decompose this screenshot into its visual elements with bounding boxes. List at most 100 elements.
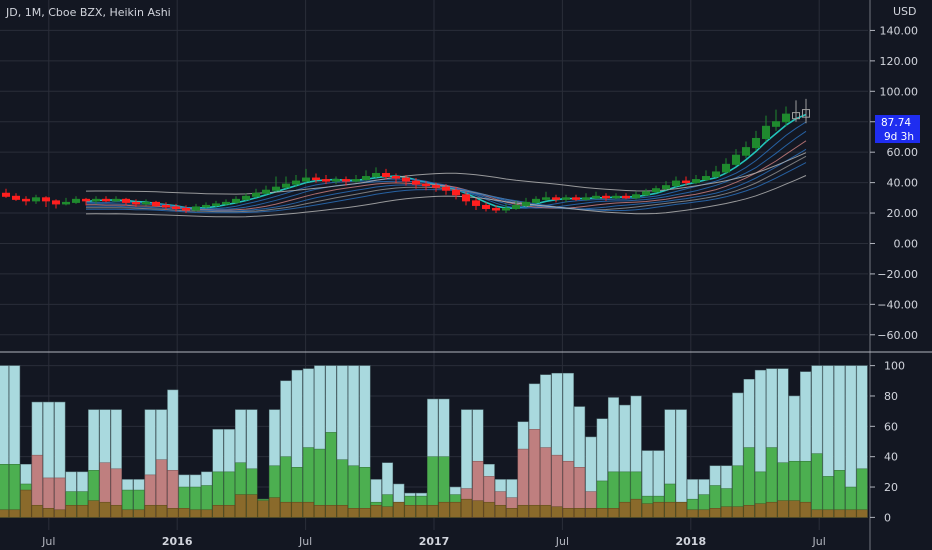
price-tick-label: 0.00 bbox=[894, 237, 919, 250]
oscillator-bar-brown bbox=[585, 508, 597, 518]
candle-body bbox=[772, 121, 780, 127]
price-tick-label: −40.00 bbox=[877, 298, 918, 311]
moving-average-line bbox=[85, 152, 807, 195]
candle-body bbox=[682, 180, 690, 184]
candle-body bbox=[232, 198, 240, 203]
candle-body bbox=[202, 204, 210, 208]
candle-body bbox=[402, 177, 410, 182]
oscillator-bar-brown bbox=[54, 509, 66, 518]
oscillator-bar-brown bbox=[845, 509, 857, 518]
candle-body bbox=[712, 171, 720, 178]
oscillator-bar-brown bbox=[348, 508, 360, 518]
candle-body bbox=[12, 195, 20, 200]
oscillator-bar-brown bbox=[698, 509, 710, 518]
oscillator-tick-label: 60 bbox=[884, 420, 898, 433]
oscillator-bar-brown bbox=[302, 501, 314, 518]
countdown-value: 9d 3h bbox=[884, 131, 914, 143]
oscillator-bar-brown bbox=[472, 500, 484, 518]
candle-body bbox=[362, 176, 370, 181]
oscillator-bar-brown bbox=[189, 509, 201, 518]
candle-body bbox=[452, 189, 460, 196]
candle-body bbox=[562, 197, 570, 200]
oscillator-bar-brown bbox=[393, 501, 405, 518]
oscillator-bar-brown bbox=[427, 504, 439, 518]
candle-body bbox=[692, 179, 700, 184]
oscillator-bar-red bbox=[528, 429, 540, 518]
oscillator-bar-brown bbox=[630, 498, 642, 518]
oscillator-bar-brown bbox=[31, 504, 43, 518]
oscillator-tick-label: 20 bbox=[884, 481, 898, 494]
oscillator-bar-brown bbox=[777, 500, 789, 518]
candle-body bbox=[82, 198, 90, 202]
candle-body bbox=[52, 200, 60, 205]
oscillator-bar-brown bbox=[788, 500, 800, 518]
candle-body bbox=[112, 198, 120, 202]
oscillator-tick-label: 40 bbox=[884, 451, 898, 464]
oscillator-bar-brown bbox=[235, 494, 247, 518]
candle-body bbox=[162, 204, 170, 208]
last-price-tag-bg bbox=[875, 115, 920, 129]
candle-body bbox=[2, 192, 10, 197]
oscillator-bar-brown bbox=[42, 508, 55, 518]
candle-body bbox=[552, 197, 560, 200]
time-tick-label: Jul bbox=[298, 535, 312, 548]
oscillator-bar-brown bbox=[9, 509, 21, 518]
last-price-value: 87.74 bbox=[881, 117, 911, 129]
oscillator-bar-brown bbox=[88, 500, 100, 518]
oscillator-bar-brown bbox=[223, 504, 235, 518]
oscillator-bar-brown bbox=[336, 504, 348, 518]
candle-body bbox=[702, 176, 710, 181]
price-tick-label: −20.00 bbox=[877, 268, 918, 281]
oscillator-bar-brown bbox=[517, 504, 529, 518]
candle-body bbox=[792, 112, 800, 120]
candle-body bbox=[602, 195, 610, 199]
candle-body bbox=[282, 183, 290, 188]
candle-body bbox=[382, 172, 390, 178]
oscillator-bar-brown bbox=[122, 509, 134, 518]
oscillator-bar-total bbox=[675, 409, 687, 518]
candle-body bbox=[572, 197, 580, 200]
moving-average-line bbox=[85, 175, 807, 218]
oscillator-bar-brown bbox=[483, 501, 495, 518]
oscillator-bar-brown bbox=[664, 501, 676, 518]
price-tick-label: −60.00 bbox=[877, 329, 918, 342]
time-tick-label: 2016 bbox=[162, 535, 193, 548]
candle-body bbox=[622, 195, 630, 199]
candle-body bbox=[442, 186, 450, 191]
oscillator-bar-brown bbox=[596, 508, 608, 518]
oscillator-bar-brown bbox=[0, 509, 9, 518]
oscillator-bar-green bbox=[9, 464, 21, 518]
candle-body bbox=[302, 177, 310, 182]
oscillator-bar-brown bbox=[212, 504, 224, 518]
oscillator-bar-brown bbox=[155, 504, 168, 518]
candle-body bbox=[272, 186, 280, 191]
oscillator-bar-brown bbox=[506, 508, 518, 518]
oscillator-axis[interactable]: 100 80 60 40 20 0 bbox=[870, 360, 905, 525]
candle-body bbox=[662, 185, 670, 190]
candle-body bbox=[42, 197, 50, 202]
oscillator-bar-brown bbox=[99, 501, 111, 518]
candle-body bbox=[212, 203, 220, 206]
oscillator-bar-brown bbox=[720, 506, 733, 518]
oscillator-bar-brown bbox=[551, 506, 563, 518]
time-tick-label: Jul bbox=[555, 535, 569, 548]
oscillator-bar-brown bbox=[167, 508, 179, 518]
oscillator-bar-brown bbox=[494, 504, 507, 518]
oscillator-bar-brown bbox=[528, 504, 540, 518]
time-axis[interactable]: Jul2016Jul2017Jul2018Jul2019Jul2020Jul20… bbox=[41, 535, 932, 548]
candle-body bbox=[802, 109, 810, 118]
oscillator-bar-brown bbox=[641, 503, 653, 518]
oscillator-bar-brown bbox=[314, 504, 326, 518]
oscillator-bar-brown bbox=[675, 501, 687, 518]
price-tick-label: 100.00 bbox=[880, 85, 919, 98]
candle-body bbox=[72, 198, 80, 203]
oscillator-bar-brown bbox=[619, 501, 631, 518]
candle-body bbox=[502, 207, 510, 211]
candle-body bbox=[252, 192, 260, 197]
candle-body bbox=[122, 198, 130, 203]
last-price-tag: 87.74 9d 3h bbox=[875, 115, 920, 143]
oscillator-bar-brown bbox=[20, 489, 32, 518]
oscillator-bar-brown bbox=[291, 501, 303, 518]
price-axis[interactable]: 140.00120.00100.0080.0060.0040.0020.000.… bbox=[870, 24, 919, 342]
